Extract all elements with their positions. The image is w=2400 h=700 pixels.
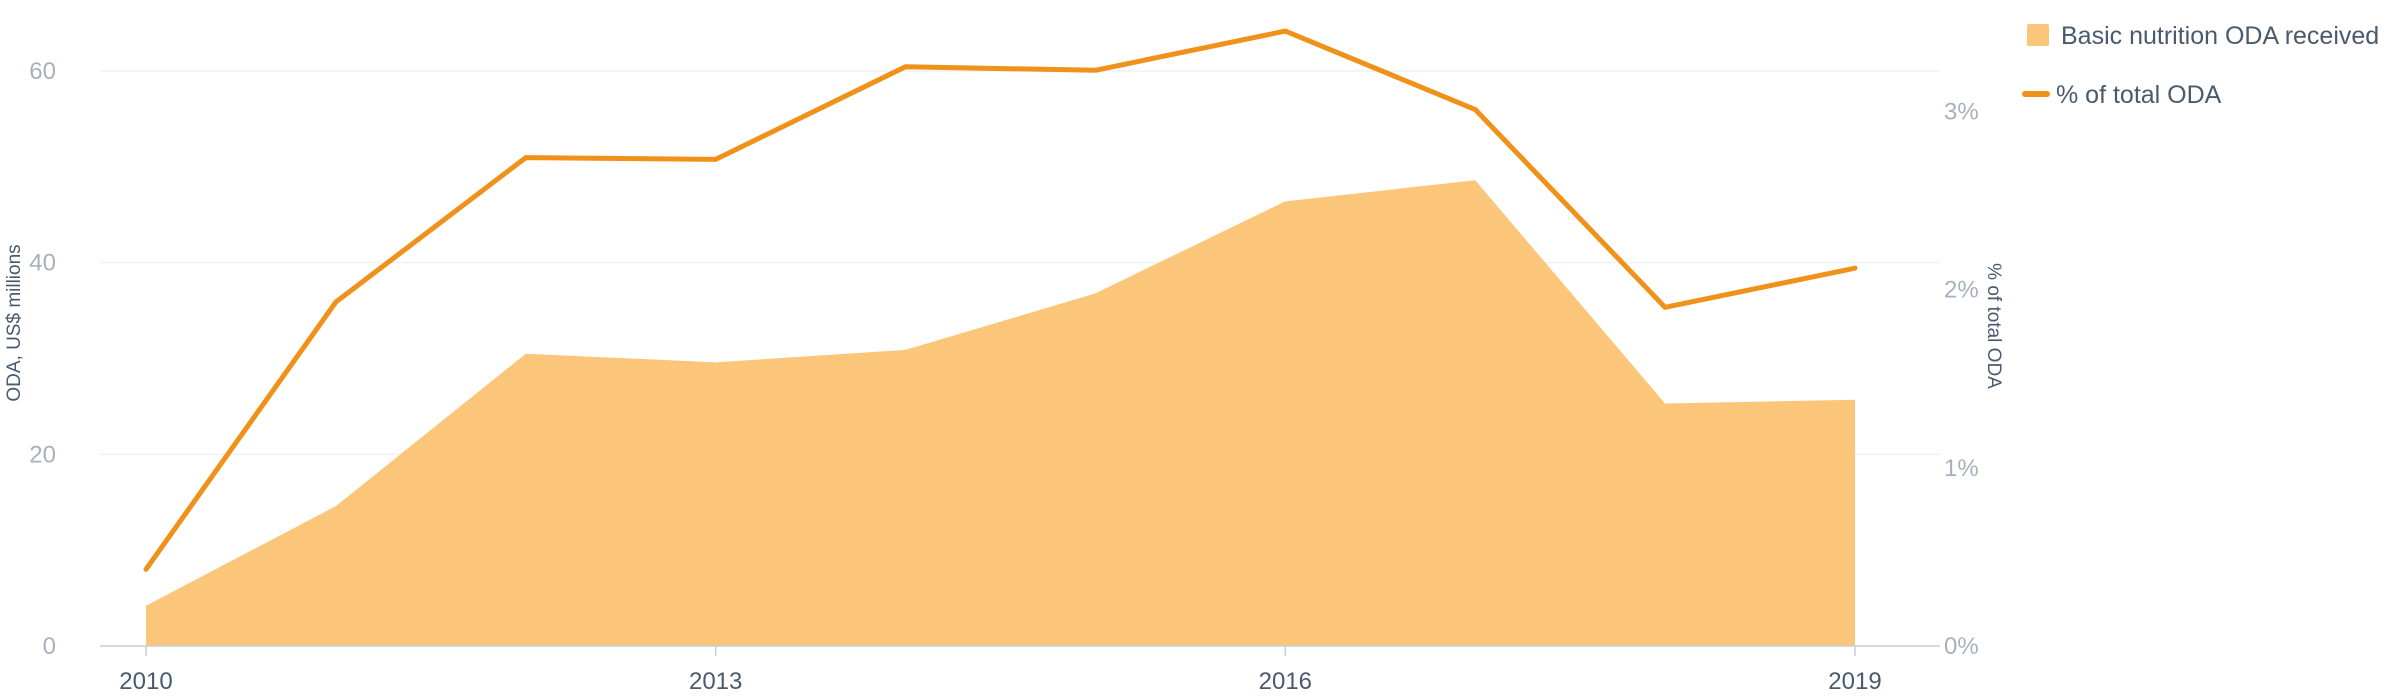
left-axis-tick-label: 40 — [29, 250, 56, 277]
area-data-point[interactable] — [707, 353, 725, 371]
left-axis-tick-label: 20 — [29, 441, 56, 468]
area-data-point[interactable] — [1656, 395, 1674, 413]
line-data-point[interactable] — [1466, 101, 1484, 119]
line-data-point[interactable] — [897, 58, 915, 76]
x-axis-ticks: 2010 2013 2016 2019 — [119, 646, 1882, 695]
line-series-pct-total-oda — [143, 28, 1858, 572]
area-series-layer — [146, 180, 1855, 646]
legend: Basic nutrition ODA received % of total … — [2022, 22, 2379, 109]
legend-line-label: % of total ODA — [2056, 81, 2222, 109]
right-axis-title: % of total ODA — [1983, 263, 2004, 389]
x-axis-tick-label: 2013 — [689, 668, 742, 695]
line-series-layer — [143, 28, 1858, 572]
line-data-point[interactable] — [707, 150, 725, 168]
area-data-point[interactable] — [1276, 192, 1294, 210]
line-data-point[interactable] — [1276, 22, 1294, 40]
area-data-point[interactable] — [897, 341, 915, 359]
area-data-point[interactable] — [327, 497, 345, 515]
right-axis-tick-label: 2% — [1944, 277, 1979, 304]
area-data-point[interactable] — [517, 345, 535, 363]
legend-item-area[interactable]: Basic nutrition ODA received — [2027, 22, 2379, 50]
right-axis-tick-label: 0% — [1944, 633, 1979, 660]
line-data-point[interactable] — [1656, 298, 1674, 316]
line-data-point[interactable] — [1846, 259, 1864, 277]
left-axis-title: ODA, US$ millions — [4, 244, 25, 401]
legend-area-swatch — [2027, 24, 2049, 46]
right-axis-tick-label: 3% — [1944, 98, 1979, 125]
right-axis-ticks: 0% 1% 2% 3% — [1944, 98, 1979, 660]
area-series-basic-nutrition — [146, 180, 1855, 646]
area-data-point[interactable] — [137, 597, 155, 615]
left-axis-tick-label: 60 — [29, 58, 56, 85]
x-axis-tick-label: 2019 — [1828, 668, 1881, 695]
left-axis-ticks: 0 20 40 60 — [29, 58, 56, 660]
left-axis-tick-label: 0 — [43, 633, 56, 660]
area-data-point[interactable] — [1466, 171, 1484, 189]
line-data-point[interactable] — [137, 560, 155, 578]
line-data-point[interactable] — [327, 293, 345, 311]
line-data-point[interactable] — [1086, 61, 1104, 79]
area-data-point[interactable] — [1846, 391, 1864, 409]
legend-area-label: Basic nutrition ODA received — [2061, 22, 2379, 50]
x-axis-tick-label: 2016 — [1259, 668, 1312, 695]
legend-item-line[interactable]: % of total ODA — [2022, 81, 2222, 109]
area-data-point[interactable] — [1086, 284, 1104, 302]
line-data-point[interactable] — [517, 149, 535, 167]
x-axis-tick-label: 2010 — [119, 668, 172, 695]
right-axis-tick-label: 1% — [1944, 455, 1979, 482]
